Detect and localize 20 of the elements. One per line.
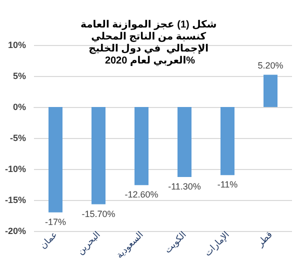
x-tick-label: البحرين bbox=[75, 229, 103, 258]
y-tick-label: 5% bbox=[12, 70, 26, 81]
y-tick-label: -10% bbox=[4, 164, 26, 174]
x-tick-label: السعودية bbox=[114, 229, 146, 261]
y-tick-label: -5% bbox=[10, 132, 26, 143]
data-label: -11.30% bbox=[168, 182, 201, 192]
y-tick-label: 0% bbox=[12, 102, 26, 112]
y-tick-label: -20% bbox=[4, 226, 26, 236]
chart-title: شكل (1) عجز الموازنة العامة كنسبة من الناتج المحلي الإجمالي في دول الخليج العربي لعام 2020% bbox=[80, 20, 220, 66]
data-label: 5.20% bbox=[258, 60, 284, 70]
x-tick-label: عمان bbox=[38, 229, 60, 251]
data-label: -17% bbox=[44, 216, 66, 227]
y-tick-label: -15% bbox=[4, 194, 26, 205]
x-tick-label: الإمارات bbox=[202, 229, 232, 259]
data-label: -15.70% bbox=[82, 208, 116, 219]
data-label: -12.60% bbox=[124, 190, 158, 200]
x-tick-label: قطر bbox=[254, 229, 275, 250]
x-tick-label: الكويت bbox=[162, 229, 189, 256]
y-tick-label: 10% bbox=[8, 40, 26, 50]
data-label: -11% bbox=[217, 180, 238, 190]
